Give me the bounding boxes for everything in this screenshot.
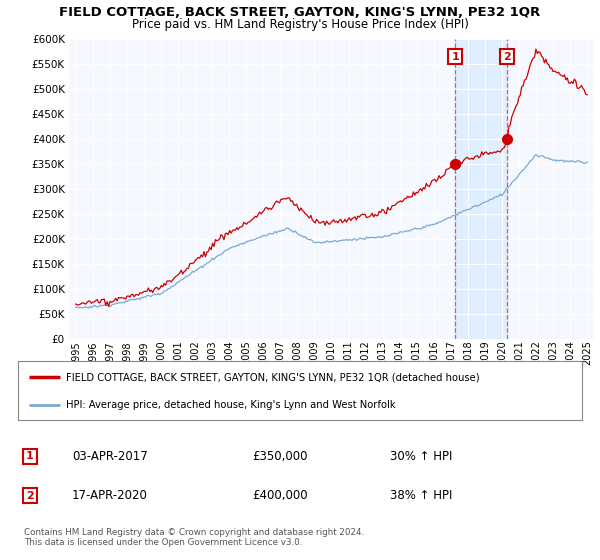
Text: 03-APR-2017: 03-APR-2017 [72,450,148,463]
Text: 1: 1 [451,52,459,62]
Text: Contains HM Land Registry data © Crown copyright and database right 2024.
This d: Contains HM Land Registry data © Crown c… [24,528,364,547]
Text: £350,000: £350,000 [252,450,308,463]
Text: 1: 1 [26,451,34,461]
Text: 2: 2 [26,491,34,501]
Text: Price paid vs. HM Land Registry's House Price Index (HPI): Price paid vs. HM Land Registry's House … [131,18,469,31]
Text: FIELD COTTAGE, BACK STREET, GAYTON, KING'S LYNN, PE32 1QR (detached house): FIELD COTTAGE, BACK STREET, GAYTON, KING… [66,372,479,382]
Bar [455,39,507,339]
Text: £400,000: £400,000 [252,489,308,502]
Text: 30% ↑ HPI: 30% ↑ HPI [390,450,452,463]
Text: HPI: Average price, detached house, King's Lynn and West Norfolk: HPI: Average price, detached house, King… [66,400,395,410]
Text: 17-APR-2020: 17-APR-2020 [72,489,148,502]
Text: 38% ↑ HPI: 38% ↑ HPI [390,489,452,502]
Text: FIELD COTTAGE, BACK STREET, GAYTON, KING'S LYNN, PE32 1QR: FIELD COTTAGE, BACK STREET, GAYTON, KING… [59,6,541,18]
Text: 2: 2 [503,52,511,62]
